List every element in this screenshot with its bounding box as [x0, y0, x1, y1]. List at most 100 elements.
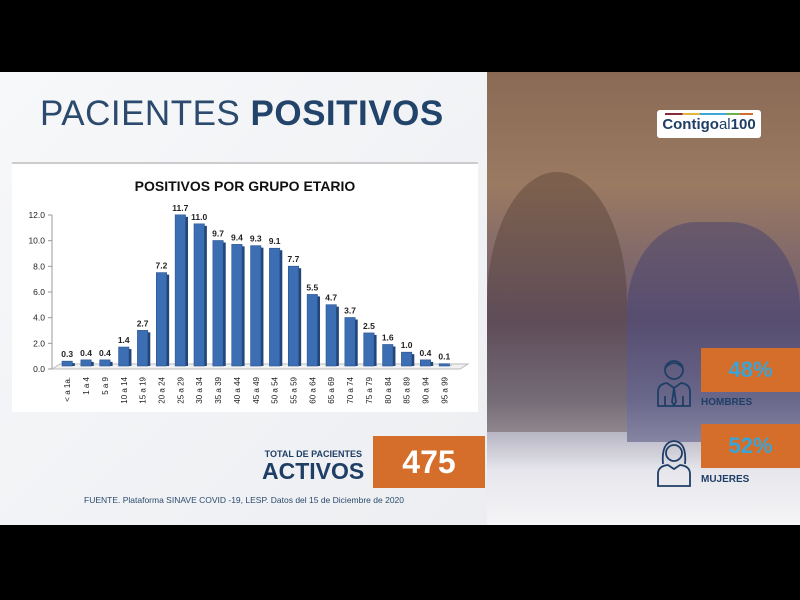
bar	[287, 265, 299, 367]
bar-side	[72, 363, 75, 366]
x-tick-label: 5 a 9	[101, 376, 110, 394]
photo-panel: Contigoal100 48% HOMBRES 52% MUJERES	[487, 72, 800, 525]
x-tick-label: 40 a 44	[233, 376, 242, 403]
bar	[118, 346, 130, 367]
bar-side	[374, 334, 377, 366]
bar-side	[260, 247, 264, 366]
source-note: FUENTE. Plataforma SINAVE COVID -19, LES…	[84, 495, 404, 505]
chart-container: POSITIVOS POR GRUPO ETARIO 0.0 2.0 4.0 6.0 8…	[12, 162, 478, 412]
chart-title: POSITIVOS POR GRUPO ETARIO	[134, 178, 356, 194]
y-tick-label: 2.0	[33, 338, 45, 348]
x-tick-label: 25 a 29	[176, 376, 185, 403]
bar-side	[242, 246, 245, 366]
bar-value-label: 7.7	[288, 254, 300, 264]
bar	[250, 245, 262, 367]
bar	[419, 359, 431, 367]
bar-side	[166, 274, 170, 366]
bar	[231, 244, 243, 367]
bar	[401, 351, 413, 367]
x-tick-label: 95 a 99	[440, 376, 449, 403]
bar-side	[336, 306, 339, 366]
total-label: TOTAL DE PACIENTES ACTIVOS	[262, 449, 365, 484]
x-tick-label: 45 a 49	[252, 376, 261, 403]
bar-side	[204, 225, 207, 366]
bar-value-label: 0.4	[80, 348, 92, 358]
men-percent: 48%	[701, 348, 800, 392]
x-tick-label: 20 a 24	[157, 376, 166, 403]
bar-value-label: 11.0	[191, 212, 207, 222]
bar-value-label: 2.5	[363, 321, 375, 331]
bar-value-label: 7.2	[156, 261, 168, 271]
total-value: 475	[373, 436, 485, 488]
x-tick-label: 60 a 64	[308, 376, 317, 403]
bar-chart: 0.0 2.0 4.0 6.0 8.0 10.0 12.0 0.3 < a 1a. 0.4 1 a …	[28, 203, 470, 404]
page-title: PACIENTES POSITIVOS	[40, 94, 444, 134]
bar-value-label: 9.4	[231, 232, 243, 242]
bar-value-label: 5.5	[306, 282, 318, 292]
bar-side	[185, 216, 189, 366]
bar-value-label: 0.4	[420, 348, 432, 358]
bar	[325, 304, 337, 367]
bar-value-label: 0.3	[61, 349, 73, 359]
bar-side	[223, 242, 226, 366]
x-tick-label: 55 a 59	[289, 376, 298, 403]
y-tick-label: 4.0	[33, 313, 45, 323]
bar	[344, 317, 356, 367]
bar-side	[430, 361, 434, 366]
bar	[212, 240, 224, 367]
bar-value-label: 3.7	[344, 306, 356, 316]
photo-person-medic	[627, 222, 800, 442]
bar-value-label: 2.7	[137, 318, 149, 328]
bar	[306, 294, 318, 367]
bar	[99, 359, 111, 367]
bar-value-label: 0.4	[99, 348, 111, 358]
woman-icon	[657, 440, 691, 487]
total-label-small: TOTAL DE PACIENTES	[264, 449, 362, 459]
bar-value-label: 11.7	[172, 203, 188, 213]
bar-value-label: 1.6	[382, 332, 394, 342]
x-tick-label: 15 a 19	[139, 376, 148, 403]
x-tick-label: 10 a 14	[120, 376, 129, 403]
x-tick-label: 75 a 79	[365, 376, 374, 403]
logo-text-1: Contigo	[662, 116, 719, 133]
x-tick-label: 35 a 39	[214, 376, 223, 403]
bar-value-label: 4.7	[325, 293, 337, 303]
bar	[155, 272, 167, 367]
total-label-big: ACTIVOS	[262, 458, 365, 484]
photo-person-patient	[487, 172, 627, 432]
bar-value-label: 1.0	[401, 340, 413, 350]
bar	[193, 223, 205, 367]
slide: PACIENTES POSITIVOS POSITIVOS POR GRUPO …	[0, 72, 800, 525]
bar	[438, 363, 450, 367]
bar-value-label: 9.3	[250, 234, 262, 244]
y-tick-label: 8.0	[33, 261, 45, 271]
x-tick-label: 80 a 84	[384, 376, 393, 403]
bar-value-label: 0.1	[438, 352, 450, 362]
bar-side	[279, 250, 283, 366]
bar	[137, 330, 149, 367]
women-percent: 52%	[701, 424, 800, 468]
man-icon	[657, 360, 691, 407]
bar-side	[411, 354, 415, 366]
bar	[61, 360, 73, 367]
left-panel: PACIENTES POSITIVOS POSITIVOS POR GRUPO …	[0, 72, 487, 525]
x-tick-label: < a 1a.	[63, 377, 72, 402]
logo-text-3: 100	[730, 116, 756, 133]
contigo-logo: Contigoal100	[657, 110, 761, 138]
x-tick-label: 50 a 54	[271, 376, 280, 403]
y-tick-label: 6.0	[33, 287, 45, 297]
bar	[382, 344, 394, 367]
x-tick-label: 90 a 94	[421, 376, 430, 403]
logo-color-bar	[665, 113, 753, 115]
x-tick-label: 1 a 4	[82, 376, 91, 394]
logo-text-2: al	[718, 116, 731, 133]
bar-side	[298, 268, 302, 366]
women-label: MUJERES	[701, 474, 750, 485]
bar-side	[355, 319, 358, 366]
x-tick-label: 30 a 34	[195, 376, 204, 403]
men-label: HOMBRES	[701, 397, 753, 408]
bar-value-label: 9.7	[212, 229, 224, 239]
x-tick-label: 70 a 74	[346, 376, 355, 403]
y-tick-label: 12.0	[28, 210, 45, 220]
bar-side	[91, 361, 94, 366]
